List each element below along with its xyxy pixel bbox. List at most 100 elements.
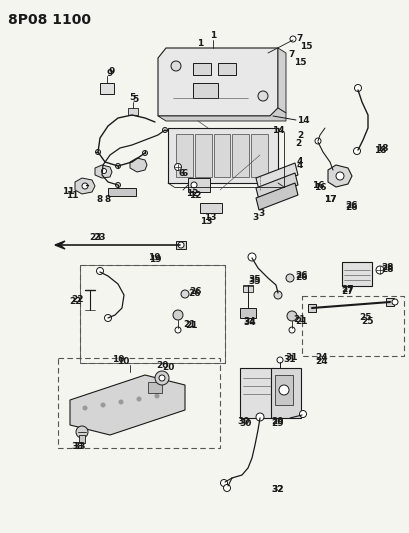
Circle shape bbox=[101, 168, 106, 174]
Text: 25: 25 bbox=[361, 318, 373, 327]
Circle shape bbox=[335, 172, 343, 180]
Bar bbox=[251, 134, 267, 177]
Bar bbox=[168, 128, 277, 183]
Bar bbox=[385, 298, 393, 306]
Circle shape bbox=[375, 266, 383, 274]
Polygon shape bbox=[255, 173, 297, 200]
Bar bbox=[239, 308, 255, 318]
Bar bbox=[270, 368, 300, 418]
Polygon shape bbox=[75, 178, 95, 194]
Text: 23: 23 bbox=[90, 233, 102, 243]
Text: 8P08 1100: 8P08 1100 bbox=[8, 13, 91, 27]
Text: 18: 18 bbox=[375, 143, 387, 152]
Bar bbox=[341, 262, 371, 286]
Bar bbox=[128, 108, 138, 115]
Text: 32: 32 bbox=[271, 486, 283, 495]
Polygon shape bbox=[95, 165, 112, 178]
Text: 20: 20 bbox=[155, 361, 168, 370]
Text: 6: 6 bbox=[178, 169, 185, 179]
Text: 28: 28 bbox=[381, 263, 393, 272]
Bar bbox=[200, 203, 221, 213]
Bar bbox=[243, 285, 252, 292]
Text: 30: 30 bbox=[237, 417, 249, 426]
Circle shape bbox=[180, 290, 189, 298]
Circle shape bbox=[96, 268, 103, 274]
Text: 19: 19 bbox=[148, 255, 161, 264]
Text: 1: 1 bbox=[209, 30, 216, 39]
Text: 21: 21 bbox=[185, 321, 198, 330]
Text: 18: 18 bbox=[373, 146, 385, 155]
Polygon shape bbox=[255, 163, 297, 190]
Text: 26: 26 bbox=[345, 201, 357, 211]
Text: 22: 22 bbox=[72, 295, 84, 304]
Polygon shape bbox=[277, 48, 285, 113]
Circle shape bbox=[82, 183, 88, 189]
Text: 6: 6 bbox=[182, 169, 188, 179]
Text: 15: 15 bbox=[293, 58, 306, 67]
Text: 35: 35 bbox=[248, 278, 261, 287]
Text: 13: 13 bbox=[203, 214, 216, 222]
Polygon shape bbox=[55, 245, 65, 249]
Text: 21: 21 bbox=[295, 318, 308, 327]
Polygon shape bbox=[130, 158, 147, 172]
Circle shape bbox=[353, 148, 360, 155]
Text: 11: 11 bbox=[62, 188, 74, 197]
Bar bbox=[194, 134, 211, 177]
Circle shape bbox=[137, 397, 141, 401]
Circle shape bbox=[83, 406, 87, 410]
Bar bbox=[175, 134, 192, 177]
Circle shape bbox=[286, 311, 296, 321]
Circle shape bbox=[276, 357, 282, 363]
Circle shape bbox=[95, 149, 100, 155]
Text: 24: 24 bbox=[315, 353, 328, 362]
Text: 2: 2 bbox=[296, 131, 302, 140]
Bar bbox=[193, 83, 218, 98]
Circle shape bbox=[155, 371, 169, 385]
Bar bbox=[218, 63, 236, 75]
Text: 7: 7 bbox=[288, 50, 294, 59]
Text: 34: 34 bbox=[243, 319, 256, 327]
Bar bbox=[80, 265, 225, 363]
Circle shape bbox=[178, 242, 184, 248]
Polygon shape bbox=[255, 183, 297, 210]
Circle shape bbox=[142, 150, 147, 156]
Text: 23: 23 bbox=[94, 232, 106, 241]
Bar bbox=[79, 435, 85, 443]
Circle shape bbox=[115, 164, 120, 168]
Text: 7: 7 bbox=[296, 34, 302, 43]
Text: 8: 8 bbox=[105, 196, 111, 205]
Bar bbox=[193, 63, 211, 75]
Text: 29: 29 bbox=[271, 419, 283, 429]
Text: 16: 16 bbox=[313, 183, 326, 192]
Text: 33: 33 bbox=[72, 442, 84, 451]
Text: 3: 3 bbox=[258, 208, 265, 217]
Text: 5: 5 bbox=[132, 94, 138, 103]
Text: 31: 31 bbox=[283, 356, 296, 365]
Text: 10: 10 bbox=[112, 356, 124, 365]
Bar bbox=[239, 368, 273, 418]
Text: 35: 35 bbox=[248, 276, 261, 285]
Text: 12: 12 bbox=[185, 190, 198, 198]
Text: 9: 9 bbox=[107, 69, 113, 77]
Text: 24: 24 bbox=[315, 358, 328, 367]
Text: 21: 21 bbox=[293, 316, 306, 325]
Bar bbox=[188, 178, 209, 192]
Polygon shape bbox=[55, 241, 65, 245]
Circle shape bbox=[171, 61, 180, 71]
Circle shape bbox=[162, 127, 167, 133]
Bar bbox=[108, 188, 136, 196]
Text: 11: 11 bbox=[65, 191, 78, 200]
Text: 20: 20 bbox=[162, 364, 174, 373]
Polygon shape bbox=[70, 375, 184, 435]
Text: 14: 14 bbox=[271, 125, 283, 134]
Text: 21: 21 bbox=[183, 320, 196, 329]
Circle shape bbox=[354, 85, 361, 92]
Bar bbox=[213, 134, 230, 177]
Bar bbox=[148, 382, 162, 393]
Bar bbox=[307, 304, 315, 312]
Text: 26: 26 bbox=[189, 287, 202, 296]
Text: 4: 4 bbox=[296, 160, 302, 169]
Text: 15: 15 bbox=[299, 42, 312, 51]
Circle shape bbox=[76, 426, 88, 438]
Text: 29: 29 bbox=[271, 417, 283, 426]
